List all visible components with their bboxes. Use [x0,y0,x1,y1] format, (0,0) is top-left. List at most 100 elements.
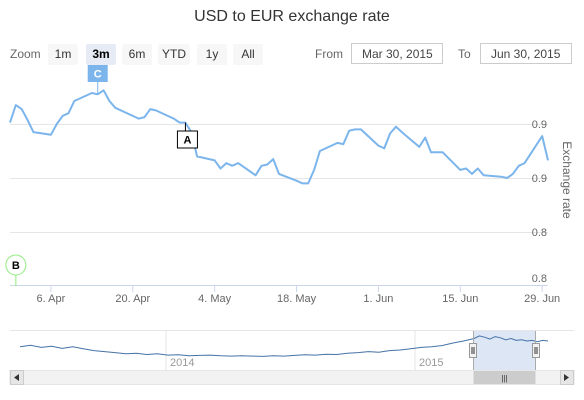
grid-lines [10,124,548,233]
data-point [319,150,321,152]
arrow-left-icon [14,374,19,381]
data-point [354,128,356,130]
flag-a[interactable]: A [176,122,198,149]
y-tick-label: 0.9 [532,119,547,131]
data-point [430,151,432,153]
data-point [32,131,34,133]
data-point [102,89,104,91]
flag-c[interactable]: C [87,65,108,95]
navigator-left-handle[interactable] [469,343,477,358]
data-point [73,100,75,102]
data-point [231,165,233,167]
data-point [219,167,221,169]
scrollbar[interactable]: ||| [9,370,575,385]
data-point [260,165,262,167]
data-point [21,108,23,110]
flags: C A B [5,65,198,286]
x-tick-label: 29. Jun [524,293,560,305]
data-point [401,131,403,133]
x-tick-label: 6. Apr [37,293,66,305]
data-point [395,126,397,128]
range-button-ytd[interactable]: YTD [158,44,190,65]
navigator-selection[interactable] [473,331,536,370]
x-tick-label: 20. Apr [115,293,150,305]
scrollbar-thumb[interactable] [473,371,536,384]
range-button-1y[interactable]: 1y [197,44,227,65]
data-point [214,159,216,161]
zoom-label: Zoom [10,47,41,61]
flag-c-label: C [94,69,102,81]
y-tick-label: 0.9 [532,173,547,185]
data-point [173,117,175,119]
flag-c-box [87,65,108,82]
data-point [541,135,543,137]
data-point [459,169,461,171]
navigator-year-2015: 2015 [419,357,443,369]
data-point [237,162,239,164]
data-point [348,130,350,132]
data-point [266,163,268,165]
data-point [56,123,58,125]
flag-a-label: A [183,135,191,147]
data-point [301,182,303,184]
data-point [477,167,479,169]
data-point [138,117,140,119]
x-axis-ticks: 6. Apr 20. Apr 4. May 18. May 1. Jun 15. Jun 2… [37,286,560,305]
chart-title: USD to EUR exchange rate [194,8,390,25]
data-point [471,173,473,175]
data-point [9,121,11,123]
data-point [313,169,315,171]
series-line[interactable] [9,89,549,185]
data-point [500,176,502,178]
navigator[interactable]: 2014 2015 [10,330,574,371]
data-point [61,115,63,117]
data-point [26,119,28,121]
range-button-1m[interactable]: 1m [48,44,78,65]
flag-b[interactable]: B [5,254,27,286]
flag-b-label: B [12,260,20,272]
data-point [442,151,444,153]
x-tick-label: 18. May [277,293,317,305]
data-point [278,173,280,175]
y-axis-ticks: 0.9 0.9 0.8 0.8 [532,119,547,285]
data-point [418,146,420,148]
data-point [295,180,297,182]
x-tick-label: 4. May [198,293,232,305]
data-point [178,121,180,123]
scrollbar-grip: ||| [501,374,507,383]
navigator-right-handle[interactable] [532,343,540,358]
range-button-3m[interactable]: 3m [86,44,116,65]
to-label: To [458,47,471,61]
navigator-series-line [19,335,549,357]
data-point [424,136,426,138]
data-point [143,116,145,118]
data-point [108,100,110,102]
data-point [547,159,549,161]
data-point [155,109,157,111]
data-point [360,128,362,130]
to-date-input[interactable]: Jun 30, 2015 [480,43,572,64]
y-tick-label: 0.8 [532,227,547,239]
x-tick-label: 1. Jun [363,293,393,305]
range-button-6m[interactable]: 6m [122,44,152,65]
data-point [518,165,520,167]
data-point [383,147,385,149]
data-point [436,151,438,153]
x-tick-label: 15. Jun [442,293,478,305]
y-tick-label: 0.8 [532,273,547,285]
data-point [225,162,227,164]
data-point [149,108,151,110]
data-point [465,167,467,169]
data-point [50,134,52,136]
data-point [114,107,116,109]
data-point [512,173,514,175]
range-button-all[interactable]: All [233,44,263,65]
data-point [91,92,93,94]
from-date-input[interactable]: Mar 30, 2015 [351,43,443,64]
data-point [389,132,391,134]
from-label: From [315,47,343,61]
arrow-right-icon [564,374,569,381]
data-point [506,177,508,179]
